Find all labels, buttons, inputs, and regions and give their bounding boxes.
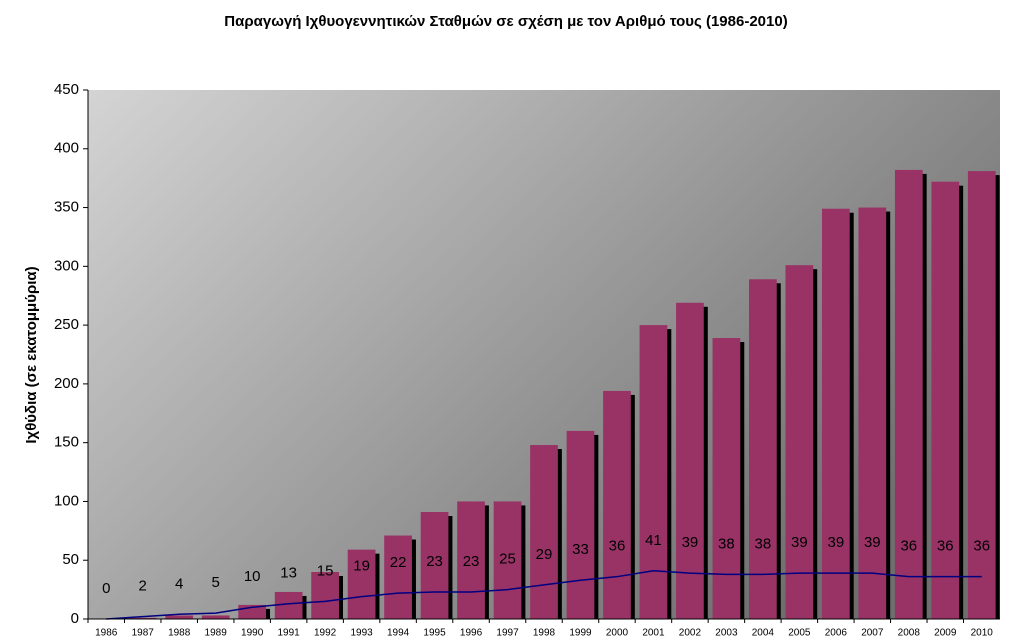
bar <box>858 207 887 620</box>
data-label: 4 <box>175 575 183 592</box>
y-tick-label: 100 <box>54 492 79 509</box>
x-tick-label: 1999 <box>569 628 592 639</box>
data-label: 39 <box>864 534 881 551</box>
bar <box>749 279 777 619</box>
bar <box>274 591 303 619</box>
bar <box>785 265 814 619</box>
data-label: 15 <box>317 562 334 579</box>
bar <box>457 501 485 619</box>
y-tick-label: 0 <box>71 610 79 627</box>
chart-title: Παραγωγή Ιχθυογεννητικών Σταθμών σε σχέσ… <box>224 13 787 30</box>
x-tick-label: 2009 <box>934 628 957 639</box>
data-label: 0 <box>102 580 110 597</box>
data-label: 36 <box>609 538 626 555</box>
x-tick-label: 2008 <box>898 628 921 639</box>
bar <box>676 302 704 619</box>
bar <box>712 338 741 619</box>
data-label: 10 <box>244 568 261 585</box>
x-tick-label: 2002 <box>679 628 702 639</box>
data-label: 41 <box>645 532 662 549</box>
bar <box>201 615 230 619</box>
bar <box>639 325 668 619</box>
x-tick-label: 1998 <box>533 628 556 639</box>
x-tick-label: 1986 <box>95 628 118 639</box>
data-label: 36 <box>900 538 917 555</box>
bar <box>603 390 631 619</box>
data-label: 38 <box>718 535 735 552</box>
data-label: 39 <box>682 534 699 551</box>
data-label: 36 <box>973 538 990 555</box>
y-tick-label: 200 <box>54 375 79 392</box>
data-label: 36 <box>937 538 954 555</box>
x-tick-label: 2003 <box>715 628 738 639</box>
data-label: 25 <box>499 551 516 568</box>
bar <box>967 171 996 619</box>
x-tick-label: 1987 <box>132 628 155 639</box>
x-tick-label: 2001 <box>642 628 665 639</box>
x-tick-label: 2005 <box>788 628 811 639</box>
x-tick-label: 2007 <box>861 628 884 639</box>
x-tick-label: 1990 <box>241 628 264 639</box>
x-tick-label: 1988 <box>168 628 191 639</box>
data-label: 19 <box>353 558 370 575</box>
data-label: 22 <box>390 554 407 571</box>
x-tick-label: 1995 <box>423 628 446 639</box>
data-label: 38 <box>755 535 772 552</box>
x-tick-label: 1997 <box>496 628 519 639</box>
y-tick-label: 150 <box>54 434 79 451</box>
y-tick-label: 350 <box>54 199 79 216</box>
x-tick-label: 1989 <box>205 628 228 639</box>
bar <box>420 512 449 619</box>
y-tick-label: 400 <box>54 140 79 157</box>
data-label: 2 <box>139 578 147 595</box>
data-label: 23 <box>426 553 443 570</box>
x-tick-label: 2006 <box>825 628 848 639</box>
x-tick-label: 2000 <box>606 628 629 639</box>
x-tick-label: 1993 <box>350 628 373 639</box>
bar <box>931 181 960 619</box>
data-label: 23 <box>463 553 480 570</box>
data-label: 29 <box>536 546 553 563</box>
bar <box>165 615 194 619</box>
bar <box>493 501 522 619</box>
line <box>106 570 982 620</box>
x-tick-label: 1996 <box>460 628 483 639</box>
bar <box>384 535 412 619</box>
x-tick-label: 1991 <box>278 628 301 639</box>
bar <box>530 445 558 619</box>
x-tick-label: 1992 <box>314 628 337 639</box>
y-axis-label: Ιχθύδια (σε εκατομμύρια) <box>23 266 40 443</box>
x-tick-label: 2010 <box>971 628 994 639</box>
y-tick-label: 50 <box>62 551 79 568</box>
bar <box>821 208 850 619</box>
bar <box>311 571 339 619</box>
data-label: 5 <box>212 574 220 591</box>
y-tick-label: 250 <box>54 316 79 333</box>
data-label: 13 <box>280 565 297 582</box>
y-tick-label: 450 <box>54 81 79 98</box>
x-tick-label: 2004 <box>752 628 775 639</box>
bar <box>566 430 595 619</box>
data-label: 33 <box>572 541 589 558</box>
y-tick-label: 300 <box>54 257 79 274</box>
bar <box>894 169 923 619</box>
data-label: 39 <box>791 534 808 551</box>
data-label: 39 <box>827 534 844 551</box>
bar <box>347 549 376 619</box>
x-tick-label: 1994 <box>387 628 410 639</box>
bar <box>128 617 157 619</box>
